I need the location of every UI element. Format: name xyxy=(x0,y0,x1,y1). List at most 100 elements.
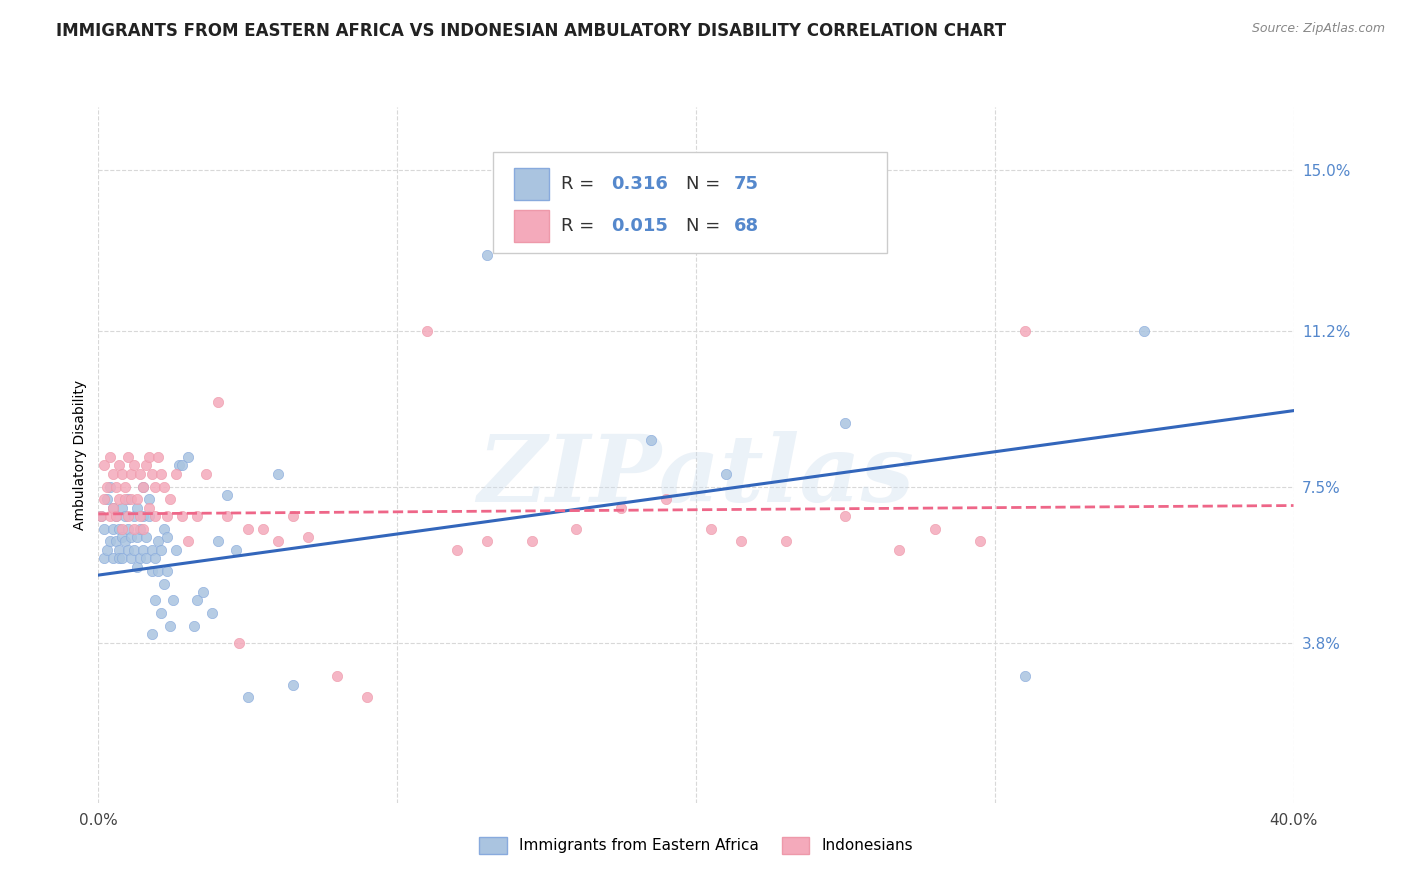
Point xyxy=(93,522,115,536)
Point xyxy=(108,542,131,557)
Point xyxy=(640,433,662,447)
Point xyxy=(150,467,173,481)
Point xyxy=(150,542,173,557)
Point xyxy=(1133,324,1156,338)
Point xyxy=(730,534,752,549)
Point xyxy=(148,534,170,549)
Point xyxy=(162,593,184,607)
Point xyxy=(700,522,723,536)
Point xyxy=(103,522,125,536)
Point xyxy=(150,606,173,620)
Point xyxy=(191,585,214,599)
Point xyxy=(326,669,349,683)
Point xyxy=(153,576,176,591)
Point xyxy=(111,500,134,515)
Point xyxy=(177,534,200,549)
Point xyxy=(93,551,115,566)
Text: ZIPatlas: ZIPatlas xyxy=(478,431,914,521)
Point xyxy=(127,500,149,515)
Point xyxy=(889,542,911,557)
Point xyxy=(159,492,181,507)
Point xyxy=(98,534,122,549)
Point xyxy=(111,551,134,566)
Point xyxy=(141,564,163,578)
Point xyxy=(714,467,737,481)
Point xyxy=(775,534,797,549)
Point xyxy=(228,635,250,649)
Point xyxy=(129,467,152,481)
Text: 0.316: 0.316 xyxy=(612,175,668,193)
Point xyxy=(195,467,218,481)
Point xyxy=(105,509,128,524)
Point xyxy=(105,479,128,493)
Point xyxy=(610,500,633,515)
Point xyxy=(132,479,155,493)
Point xyxy=(153,479,176,493)
Point xyxy=(356,690,378,705)
Point xyxy=(215,509,238,524)
FancyBboxPatch shape xyxy=(515,211,548,243)
Point xyxy=(124,542,146,557)
Point xyxy=(93,492,115,507)
Point xyxy=(132,522,155,536)
Point xyxy=(127,492,149,507)
Point xyxy=(924,522,946,536)
Point xyxy=(267,534,290,549)
Point xyxy=(117,509,139,524)
Text: 75: 75 xyxy=(734,175,759,193)
Point xyxy=(124,509,146,524)
Point xyxy=(520,534,543,549)
Point xyxy=(124,458,146,473)
Text: Source: ZipAtlas.com: Source: ZipAtlas.com xyxy=(1251,22,1385,36)
Point xyxy=(138,450,160,464)
Point xyxy=(129,509,152,524)
Point xyxy=(183,618,205,632)
Point xyxy=(236,522,259,536)
Point xyxy=(111,530,134,544)
Point xyxy=(124,522,146,536)
Point xyxy=(165,542,187,557)
Point xyxy=(141,467,163,481)
Point xyxy=(186,593,208,607)
Point xyxy=(103,500,125,515)
Point xyxy=(135,530,157,544)
Point xyxy=(103,551,125,566)
Point xyxy=(167,458,190,473)
FancyBboxPatch shape xyxy=(515,168,548,200)
Point xyxy=(297,530,319,544)
Point xyxy=(141,627,163,641)
Point xyxy=(236,690,259,705)
Point xyxy=(177,450,200,464)
Point xyxy=(138,509,160,524)
Point xyxy=(153,522,176,536)
Point xyxy=(114,509,136,524)
Text: R =: R = xyxy=(561,217,600,235)
Point xyxy=(103,500,125,515)
Point xyxy=(148,564,170,578)
Point xyxy=(105,509,128,524)
Point xyxy=(143,509,166,524)
Point xyxy=(148,450,170,464)
Point xyxy=(117,492,139,507)
Point xyxy=(96,542,118,557)
Point xyxy=(135,458,157,473)
Point xyxy=(281,678,304,692)
Text: 68: 68 xyxy=(734,217,759,235)
Point xyxy=(129,522,152,536)
Point xyxy=(103,467,125,481)
Point xyxy=(207,534,229,549)
Point xyxy=(120,530,142,544)
Point xyxy=(267,467,290,481)
Point xyxy=(252,522,274,536)
Point xyxy=(138,492,160,507)
Point xyxy=(120,467,142,481)
Point xyxy=(225,542,247,557)
Point xyxy=(111,522,134,536)
Point xyxy=(98,479,122,493)
Point xyxy=(105,534,128,549)
Point xyxy=(108,492,131,507)
Point xyxy=(159,618,181,632)
Point xyxy=(165,467,187,481)
Point xyxy=(416,324,439,338)
FancyBboxPatch shape xyxy=(494,153,887,253)
